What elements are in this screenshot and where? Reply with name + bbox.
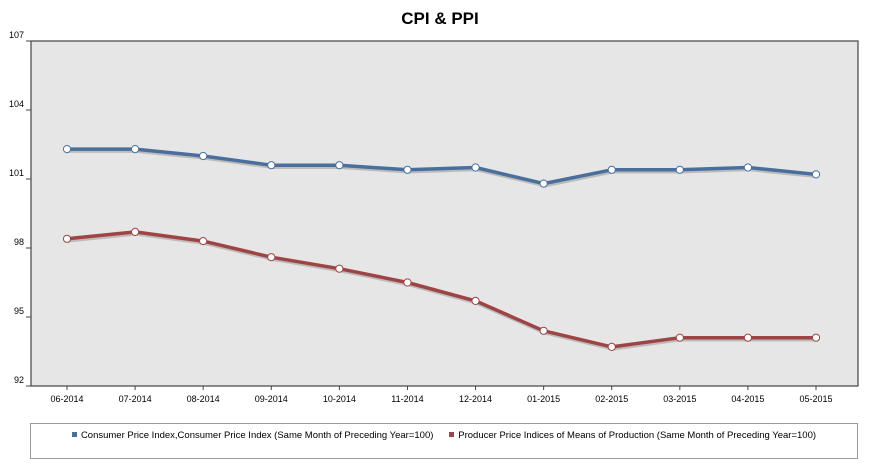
data-point[interactable] (539, 326, 548, 335)
data-point[interactable] (539, 179, 548, 188)
data-point[interactable] (335, 161, 344, 170)
data-point[interactable] (743, 333, 753, 342)
data-point[interactable] (607, 342, 616, 351)
x-tick-label: 11-2014 (391, 394, 423, 404)
data-point[interactable] (743, 163, 753, 172)
legend-label-cpi: Consumer Price Index,Consumer Price Inde… (80, 430, 434, 441)
data-point[interactable] (199, 237, 208, 246)
data-point[interactable] (130, 145, 140, 154)
x-tick-label: 05-2015 (799, 394, 832, 404)
data-point[interactable] (811, 333, 821, 342)
y-tick-label: 95 (14, 306, 24, 316)
data-point[interactable] (62, 234, 72, 243)
x-tick-label: 10-2014 (323, 394, 356, 404)
y-tick-label: 104 (9, 99, 24, 109)
data-point[interactable] (199, 151, 208, 161)
x-tick-label: 02-2015 (595, 394, 628, 404)
data-point[interactable] (675, 333, 684, 342)
data-point[interactable] (267, 161, 276, 170)
x-axis: 06-2014 07-2014 08-2014 09-2014 10-2014 11-20… (50, 386, 833, 404)
chart-title: CPI & PPI (401, 9, 478, 28)
x-tick-label: 12-2014 (459, 394, 492, 404)
legend-swatch-cpi (71, 431, 77, 437)
series-layer (62, 145, 821, 351)
series-shadow (68, 149, 818, 188)
x-tick-label: 03-2015 (663, 394, 696, 404)
y-tick-label: 107 (9, 30, 24, 40)
y-tick-label: 101 (9, 168, 24, 178)
data-point[interactable] (335, 264, 344, 273)
data-point[interactable] (471, 163, 480, 172)
data-point[interactable] (675, 165, 684, 174)
data-point[interactable] (403, 278, 412, 287)
series-line-0 (67, 147, 817, 186)
data-point[interactable] (130, 227, 140, 236)
legend: Consumer Price Index,Consumer Price Inde… (30, 423, 858, 459)
series-line-1 (66, 230, 816, 349)
data-point[interactable] (403, 165, 412, 174)
legend-item-ppi[interactable]: Producer Price Indices of Means of Produ… (449, 430, 816, 441)
x-tick-label: 09-2014 (255, 394, 288, 404)
legend-swatch-ppi (449, 431, 455, 437)
y-tick-label: 92 (14, 375, 24, 385)
x-tick-label: 06-2014 (50, 394, 83, 404)
data-point[interactable] (62, 145, 72, 154)
y-tick-label: 98 (14, 237, 24, 247)
data-point[interactable] (267, 253, 276, 262)
y-axis: 92 95 98 101 104 107 (9, 30, 31, 387)
x-tick-label: 07-2014 (119, 394, 152, 404)
data-point[interactable] (471, 296, 480, 305)
x-tick-label: 08-2014 (187, 394, 220, 404)
data-point[interactable] (811, 170, 821, 179)
legend-item-cpi[interactable]: Consumer Price Index,Consumer Price Inde… (71, 430, 436, 441)
data-point[interactable] (607, 165, 616, 174)
legend-label-ppi: Producer Price Indices of Means of Produ… (458, 430, 817, 441)
plot-area (30, 40, 859, 387)
x-tick-label: 01-2015 (527, 394, 560, 404)
x-tick-label: 04-2015 (731, 394, 764, 404)
